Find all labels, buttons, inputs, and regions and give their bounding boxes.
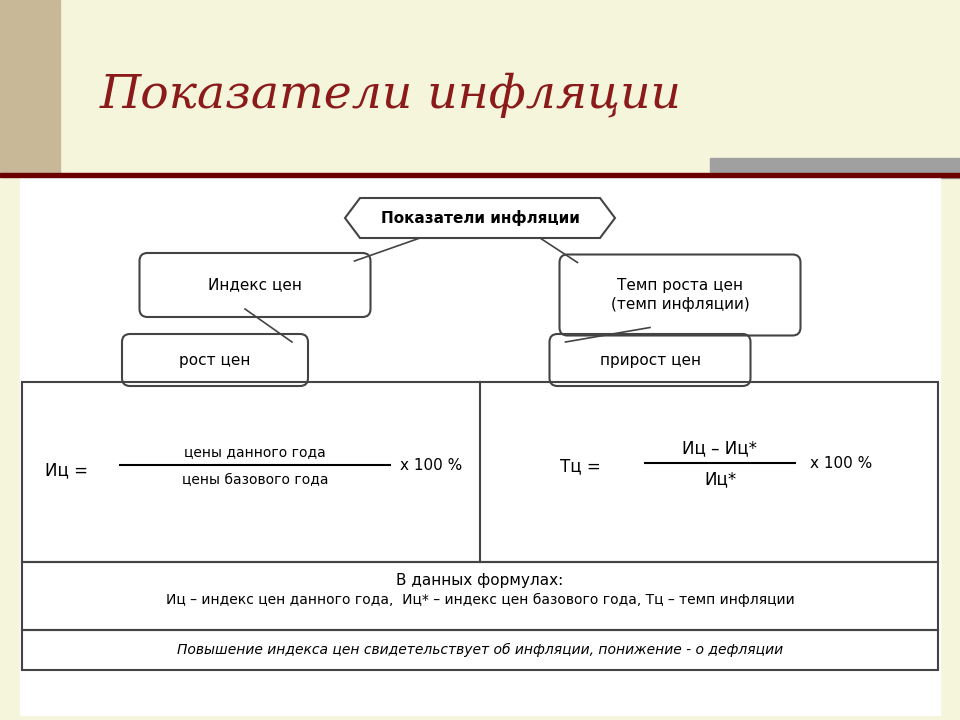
- Text: Индекс цен: Индекс цен: [208, 277, 302, 292]
- Text: Повышение индекса цен свидетельствует об инфляции, понижение - о дефляции: Повышение индекса цен свидетельствует об…: [177, 643, 783, 657]
- Bar: [710, 158, 960, 178]
- Text: Показатели инфляции: Показатели инфляции: [380, 210, 580, 226]
- Text: цены данного года: цены данного года: [184, 445, 325, 459]
- Bar: [22, 382, 938, 562]
- Text: цены базового года: цены базового года: [181, 473, 328, 487]
- Text: рост цен: рост цен: [180, 353, 251, 367]
- Text: прирост цен: прирост цен: [599, 353, 701, 367]
- Bar: [22, 562, 938, 630]
- Text: Темп роста цен
(темп инфляции): Темп роста цен (темп инфляции): [611, 278, 750, 312]
- Bar: [0, 173, 960, 177]
- Text: В данных формулах:: В данных формулах:: [396, 572, 564, 588]
- Text: Иц – Иц*: Иц – Иц*: [683, 439, 757, 457]
- Text: Иц*: Иц*: [704, 470, 736, 488]
- Bar: [0, 0, 60, 175]
- Text: х 100 %: х 100 %: [400, 459, 463, 474]
- Text: Иц =: Иц =: [45, 461, 88, 479]
- Text: х 100 %: х 100 %: [810, 456, 873, 472]
- Text: Показатели инфляции: Показатели инфляции: [100, 73, 682, 117]
- Text: Тц =: Тц =: [560, 457, 601, 475]
- Bar: [22, 630, 938, 670]
- Bar: [20, 177, 940, 715]
- Text: Иц – индекс цен данного года,  Иц* – индекс цен базового года, Тц – темп инфляци: Иц – индекс цен данного года, Иц* – инде…: [166, 593, 794, 607]
